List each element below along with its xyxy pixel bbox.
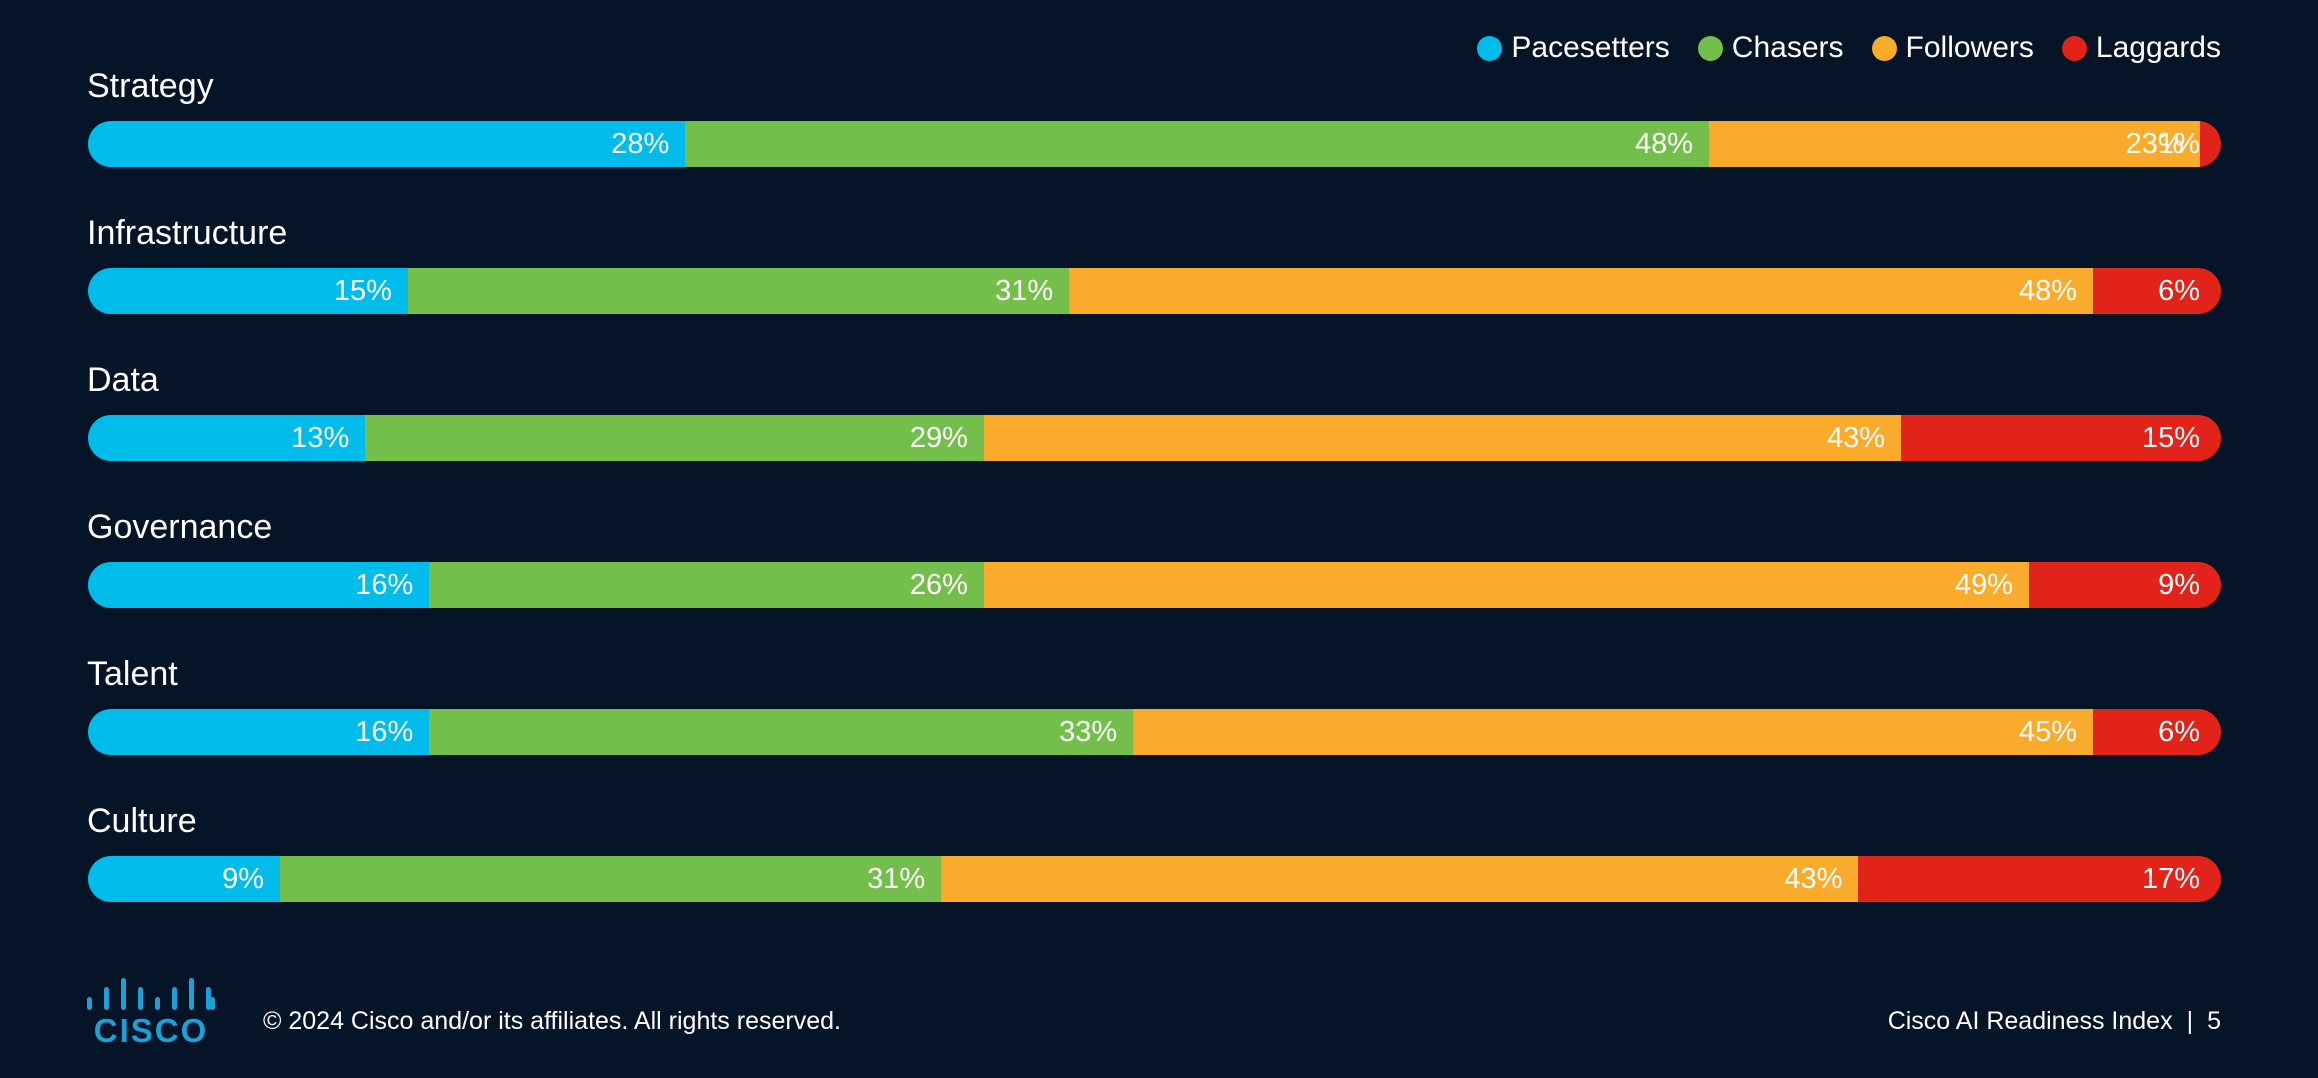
legend-label-chasers: Chasers bbox=[1731, 31, 1844, 64]
value-label-pacesetters-data: 13% bbox=[291, 422, 350, 454]
value-label-chasers-governance: 26% bbox=[909, 569, 968, 601]
legend-label-laggards: Laggards bbox=[2095, 31, 2221, 64]
value-label-chasers-culture: 31% bbox=[867, 863, 926, 895]
segment-pacesetters-talent bbox=[88, 709, 431, 755]
value-label-chasers-data: 29% bbox=[909, 422, 968, 454]
value-label-pacesetters-culture: 9% bbox=[222, 863, 264, 895]
segment-laggards-data bbox=[1901, 415, 2221, 461]
segment-laggards-governance bbox=[2029, 562, 2221, 608]
legend-swatch-pacesetters bbox=[1477, 35, 1503, 61]
value-label-chasers-infrastructure: 31% bbox=[995, 275, 1054, 307]
cisco-logo: CISCO bbox=[87, 978, 215, 1045]
segment-followers-talent bbox=[1133, 709, 2094, 755]
row-label-data: Data bbox=[87, 361, 159, 399]
value-label-followers-talent: 45% bbox=[2018, 716, 2078, 748]
value-label-chasers-strategy: 48% bbox=[1635, 128, 1694, 160]
copyright-text: © 2024 Cisco and/or its affiliates. All … bbox=[263, 1007, 841, 1035]
segment-followers-culture bbox=[941, 856, 1860, 902]
segment-laggards-culture bbox=[1858, 856, 2221, 902]
cisco-logo-wordmark: CISCO bbox=[94, 1012, 209, 1045]
row-label-talent: Talent bbox=[87, 655, 178, 693]
value-label-followers-culture: 43% bbox=[1784, 863, 1843, 895]
row-label-strategy: Strategy bbox=[87, 67, 214, 105]
value-label-pacesetters-governance: 16% bbox=[355, 569, 414, 601]
segment-pacesetters-infrastructure bbox=[88, 268, 409, 314]
legend-item-chasers: Chasers bbox=[1697, 28, 1844, 68]
segment-laggards-strategy bbox=[2199, 121, 2221, 167]
segment-chasers-talent bbox=[429, 709, 1135, 755]
page-footer-info: Cisco AI Readiness Index | 5 bbox=[1888, 1005, 2221, 1037]
segment-followers-governance bbox=[983, 562, 2031, 608]
segment-pacesetters-culture bbox=[88, 856, 281, 902]
value-label-laggards-strategy: 1% bbox=[2158, 128, 2200, 160]
page-number: 5 bbox=[2207, 1007, 2221, 1035]
value-label-laggards-culture: 17% bbox=[2141, 863, 2200, 895]
value-label-laggards-infrastructure: 6% bbox=[2158, 275, 2200, 307]
segment-pacesetters-governance bbox=[88, 562, 431, 608]
segment-chasers-governance bbox=[429, 562, 985, 608]
segment-chasers-infrastructure bbox=[407, 268, 1071, 314]
value-label-followers-infrastructure: 48% bbox=[2018, 275, 2078, 307]
value-label-laggards-data: 15% bbox=[2141, 422, 2200, 454]
segment-followers-data bbox=[983, 415, 1903, 461]
segment-laggards-infrastructure bbox=[2093, 268, 2221, 314]
segment-laggards-talent bbox=[2093, 709, 2221, 755]
row-label-infrastructure: Infrastructure bbox=[87, 214, 288, 252]
legend-label-followers: Followers bbox=[1905, 31, 2034, 64]
value-label-pacesetters-strategy: 28% bbox=[611, 128, 670, 160]
report-title: Cisco AI Readiness Index bbox=[1887, 1007, 2173, 1035]
value-label-pacesetters-infrastructure: 15% bbox=[333, 275, 392, 307]
row-label-culture: Culture bbox=[87, 802, 197, 840]
legend-label-pacesetters: Pacesetters bbox=[1511, 31, 1670, 64]
legend-swatch-laggards bbox=[2061, 35, 2087, 61]
segment-chasers-culture bbox=[279, 856, 943, 902]
bar-culture: 9% 31% 43% 17% bbox=[88, 856, 2221, 902]
value-label-laggards-talent: 6% bbox=[2158, 716, 2200, 748]
chart-legend: Pacesetters Chasers Followers Laggards bbox=[1477, 28, 2221, 68]
bar-infrastructure: 15% 31% 48% 6% bbox=[88, 268, 2221, 314]
value-label-followers-data: 43% bbox=[1827, 422, 1886, 454]
bar-data: 13% 29% 43% 15% bbox=[88, 415, 2221, 461]
row-label-governance: Governance bbox=[87, 508, 273, 546]
legend-item-laggards: Laggards bbox=[2061, 28, 2221, 68]
segment-pacesetters-strategy bbox=[88, 121, 687, 167]
value-label-followers-governance: 49% bbox=[1954, 569, 2014, 601]
segment-chasers-strategy bbox=[685, 121, 1711, 167]
value-label-chasers-talent: 33% bbox=[1059, 716, 1118, 748]
bar-talent: 16% 33% 45% 6% bbox=[88, 709, 2221, 755]
segment-followers-infrastructure bbox=[1069, 268, 2094, 314]
value-label-followers-strategy: 23% bbox=[2125, 128, 2184, 160]
legend-item-followers: Followers bbox=[1871, 28, 2034, 68]
bar-governance: 16% 26% 49% 9% bbox=[88, 562, 2221, 608]
segment-followers-strategy bbox=[1709, 121, 2201, 167]
legend-swatch-chasers bbox=[1697, 35, 1723, 61]
legend-item-pacesetters: Pacesetters bbox=[1477, 28, 1670, 68]
bar-strategy: 28% 48% 23% 1% bbox=[88, 121, 2221, 167]
footer-separator: | bbox=[2186, 1007, 2194, 1035]
legend-swatch-followers bbox=[1871, 35, 1897, 61]
value-label-pacesetters-talent: 16% bbox=[355, 716, 414, 748]
segment-chasers-data bbox=[365, 415, 985, 461]
segment-pacesetters-data bbox=[88, 415, 367, 461]
value-label-laggards-governance: 9% bbox=[2158, 569, 2200, 601]
